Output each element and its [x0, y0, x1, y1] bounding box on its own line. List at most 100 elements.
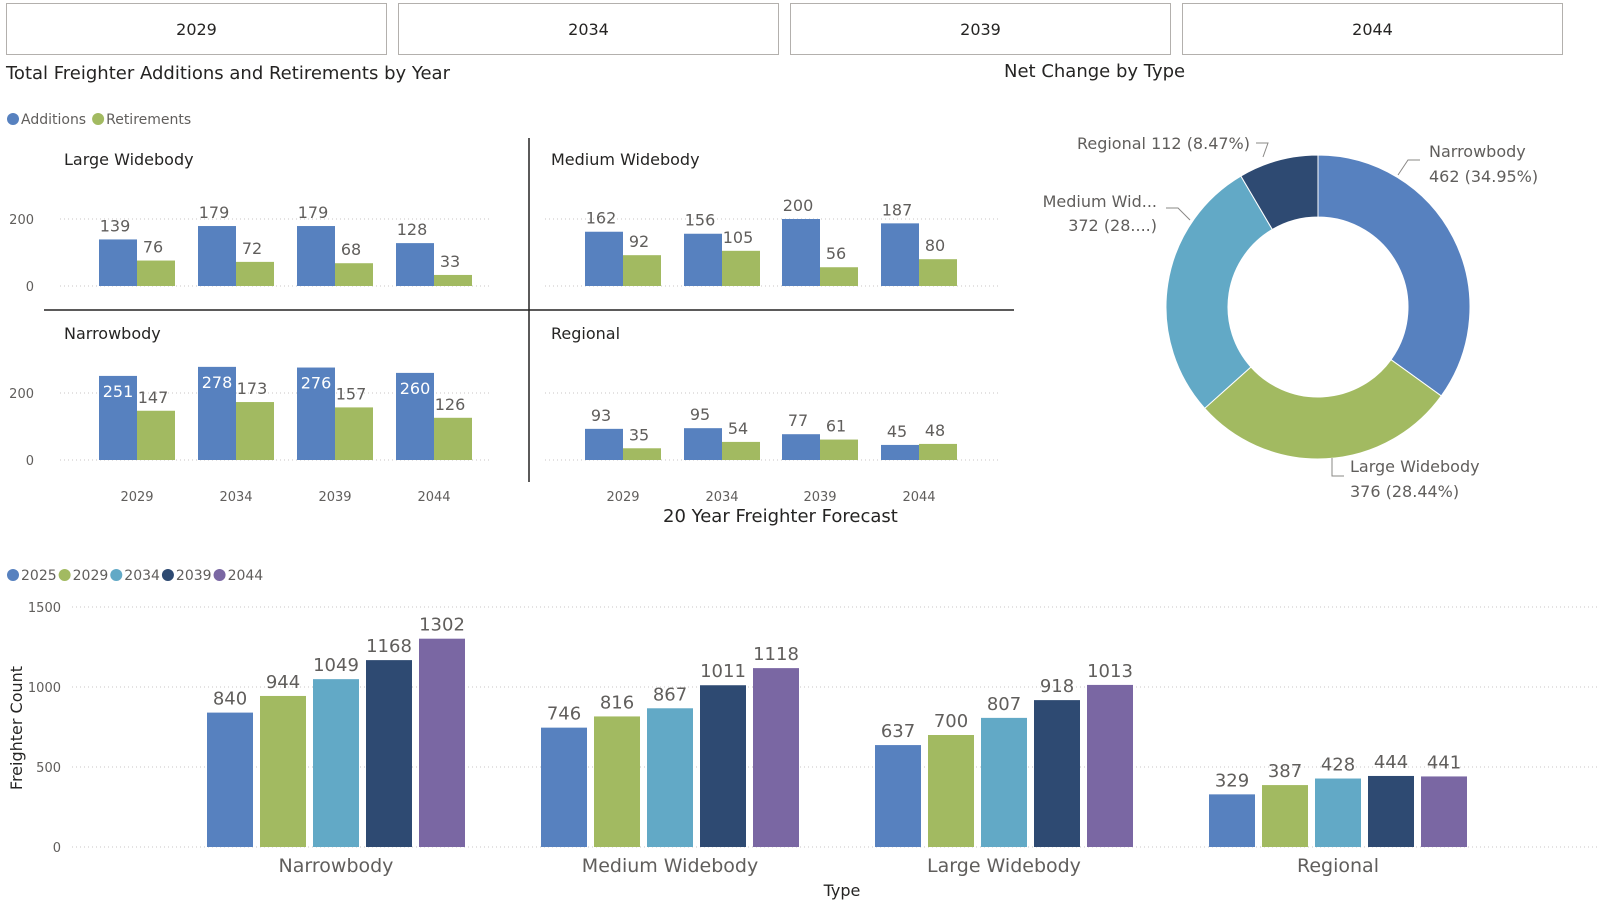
bar-large-widebody-additions-2044 [396, 243, 434, 286]
forecast-data-label: 746 [547, 704, 581, 725]
forecast-legend-label-2044: 2044 [228, 568, 264, 584]
forecast-bar-medium-widebody-2025 [541, 727, 587, 847]
y-tick-label: 200 [9, 387, 34, 402]
forecast-x-axis-title: Type [823, 881, 861, 900]
forecast-y-tick-label: 1000 [28, 681, 61, 696]
forecast-data-label: 944 [266, 672, 300, 693]
forecast-legend-label-2029: 2029 [73, 568, 109, 584]
bar-narrowbody-retirements-2044 [434, 417, 472, 460]
data-label: 45 [887, 422, 907, 441]
x-tick-label: 2044 [902, 490, 935, 505]
donut-label-regional: Regional 112 (8.47%) [1077, 134, 1250, 153]
forecast-bar-large-widebody-2025 [875, 745, 921, 847]
forecast-bar-regional-2044 [1421, 776, 1467, 847]
forecast-legend-marker-2044 [213, 569, 226, 581]
data-label: 200 [783, 196, 814, 215]
slicer-button-2029[interactable]: 2029 [6, 3, 387, 55]
donut-slice-regional [1240, 154, 1319, 231]
bar-medium-widebody-additions-2044 [881, 223, 919, 286]
forecast-data-label: 1302 [419, 615, 465, 636]
forecast-legend-marker-2025 [7, 569, 19, 581]
panel-title-regional: Regional [551, 324, 620, 343]
bar-medium-widebody-additions-2039 [782, 219, 820, 286]
forecast-bar-narrowbody-2025 [207, 712, 253, 847]
forecast-data-label: 867 [653, 684, 687, 705]
forecast-data-label: 1013 [1087, 661, 1133, 682]
forecast-y-tick-label: 500 [36, 761, 61, 776]
forecast-bar-large-widebody-2034 [981, 717, 1027, 847]
donut-slice-large-widebody [1203, 358, 1442, 460]
slicer-button-2044[interactable]: 2044 [1182, 3, 1563, 55]
forecast-bar-regional-2034 [1315, 778, 1361, 847]
x-tick-label: 2044 [417, 490, 450, 505]
bar-regional-additions-2029 [585, 428, 623, 460]
panel-title-large-widebody: Large Widebody [64, 150, 194, 169]
leader-line-regional [1256, 142, 1269, 158]
bar-medium-widebody-retirements-2044 [919, 259, 957, 286]
donut-label-large-widebody-value: 376 (28.44%) [1350, 482, 1459, 501]
forecast-y-axis-title: Freighter Count [7, 666, 26, 790]
data-label: 278 [202, 373, 233, 392]
y-tick-label: 200 [9, 213, 34, 228]
data-label: 54 [728, 419, 748, 438]
forecast-bar-regional-2025 [1209, 794, 1255, 847]
donut-label-narrowbody-value: 462 (34.95%) [1429, 167, 1538, 186]
bar-regional-additions-2039 [782, 434, 820, 460]
bar-medium-widebody-additions-2034 [684, 233, 722, 286]
forecast-data-label: 840 [213, 689, 247, 710]
legend-label-retirements: Retirements [106, 112, 191, 128]
slicer-button-2039[interactable]: 2039 [790, 3, 1171, 55]
forecast-legend-label-2025: 2025 [21, 568, 57, 584]
donut-title: Net Change by Type [1004, 61, 1186, 82]
x-tick-label: 2034 [705, 490, 738, 505]
data-label: 92 [629, 232, 649, 251]
bar-medium-widebody-retirements-2029 [623, 255, 661, 286]
y-tick-label: 0 [26, 454, 34, 469]
panel-title-medium-widebody: Medium Widebody [551, 150, 700, 169]
bar-medium-widebody-additions-2029 [585, 231, 623, 286]
donut-label-large-widebody-name: Large Widebody [1350, 457, 1480, 476]
bar-narrowbody-retirements-2039 [335, 407, 373, 460]
x-tick-label: 2029 [606, 490, 639, 505]
data-label: 93 [591, 406, 611, 425]
x-tick-label: 2039 [318, 490, 351, 505]
donut-slice-medium-widebody [1165, 175, 1274, 410]
forecast-data-label: 428 [1321, 755, 1355, 776]
forecast-bar-medium-widebody-2034 [647, 708, 693, 847]
forecast-bar-narrowbody-2029 [260, 695, 306, 847]
bar-large-widebody-retirements-2039 [335, 263, 373, 286]
bar-narrowbody-additions-2039 [297, 367, 335, 460]
forecast-bar-large-widebody-2029 [928, 735, 974, 847]
x-tick-label: 2029 [120, 490, 153, 505]
forecast-data-label: 1168 [366, 636, 412, 657]
data-label: 179 [298, 203, 329, 222]
data-label: 147 [138, 388, 169, 407]
legend-marker-additions [7, 113, 19, 125]
forecast-bar-medium-widebody-2039 [700, 685, 746, 847]
bar-large-widebody-retirements-2034 [236, 261, 274, 286]
forecast-title: 20 Year Freighter Forecast [663, 506, 898, 527]
data-label: 68 [341, 240, 361, 259]
forecast-bar-narrowbody-2039 [366, 660, 412, 847]
year-slicer: 2029 2034 2039 2044 [0, 0, 1606, 58]
small-multiples-title: Total Freighter Additions and Retirement… [6, 63, 450, 84]
forecast-bar-large-widebody-2044 [1087, 684, 1133, 847]
forecast-x-tick-label: Large Widebody [927, 855, 1081, 877]
panel-title-narrowbody: Narrowbody [64, 324, 161, 343]
slicer-button-2034[interactable]: 2034 [398, 3, 779, 55]
bar-regional-retirements-2029 [623, 448, 661, 460]
data-label: 35 [629, 425, 649, 444]
donut-label-medium-widebody-value: 372 (28....) [1068, 216, 1157, 235]
forecast-data-label: 444 [1374, 752, 1408, 773]
data-label: 128 [397, 220, 428, 239]
bar-large-widebody-additions-2039 [297, 226, 335, 286]
forecast-data-label: 441 [1427, 752, 1461, 773]
y-tick-label: 0 [26, 280, 34, 295]
forecast-y-tick-label: 0 [53, 841, 61, 856]
data-label: 61 [826, 417, 846, 436]
donut-slice-narrowbody [1317, 154, 1471, 397]
forecast-bar-large-widebody-2039 [1034, 700, 1080, 847]
bar-large-widebody-retirements-2029 [137, 260, 175, 286]
forecast-data-label: 1118 [753, 644, 799, 665]
bar-medium-widebody-retirements-2039 [820, 267, 858, 286]
